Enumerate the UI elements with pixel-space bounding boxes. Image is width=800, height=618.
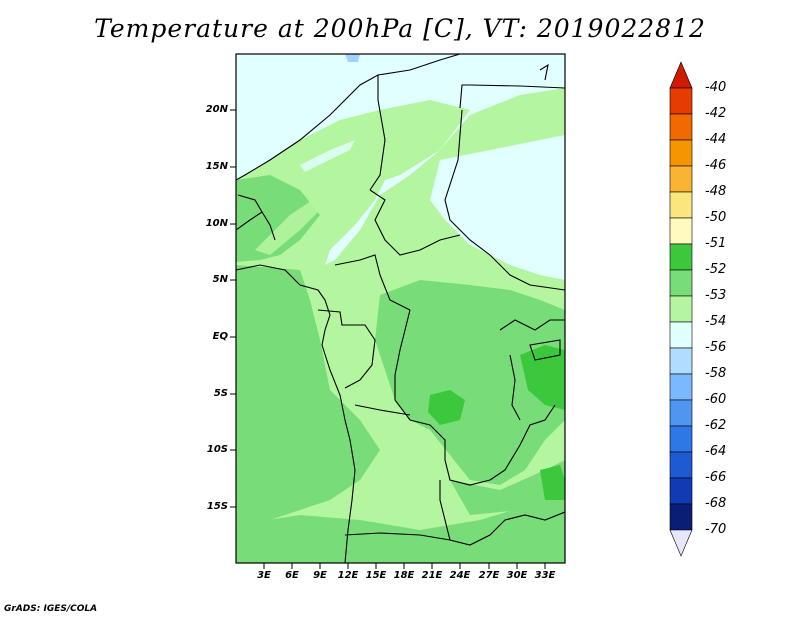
lat-label: 10S — [206, 444, 228, 455]
credit-text: GrADS: IGES/COLA — [4, 604, 98, 614]
field-minus-51-east — [520, 345, 565, 410]
lon-label: 24E — [449, 570, 471, 581]
colorbar-swatch — [669, 243, 693, 271]
colorbar-bottom-arrow — [669, 529, 693, 557]
colorbar-label: -46 — [705, 158, 727, 173]
colorbar-swatch — [669, 295, 693, 323]
lat-label: 5N — [212, 274, 228, 285]
colorbar-label: -64 — [705, 444, 727, 459]
colorbar-label: -44 — [705, 132, 727, 147]
map-title: Temperature at 200hPa [C], VT: 201902281… — [94, 14, 706, 43]
colorbar-swatch — [669, 139, 693, 167]
colorbar-label: -51 — [705, 236, 727, 251]
lon-label: 12E — [337, 570, 359, 581]
lat-label: 20N — [205, 104, 228, 115]
colorbar-label: -53 — [705, 288, 727, 303]
colorbar-label: -52 — [705, 262, 727, 277]
lon-label: 18E — [393, 570, 415, 581]
field-minus-51-center — [428, 390, 465, 425]
lon-label: 9E — [313, 570, 327, 581]
colorbar-swatch — [669, 347, 693, 375]
field-streak — [300, 140, 355, 172]
colorbar-swatch — [669, 373, 693, 401]
colorbar-swatch — [669, 321, 693, 349]
lon-ticks — [263, 563, 546, 569]
lon-label: 33E — [534, 570, 556, 581]
colorbar-swatch — [669, 477, 693, 505]
colorbar-label: -40 — [705, 80, 727, 95]
colorbar-swatch — [669, 217, 693, 245]
field-minus-52-west — [236, 265, 380, 525]
lon-label: 15E — [365, 570, 387, 581]
colorbar-swatch — [669, 269, 693, 297]
colorbar-swatch — [669, 503, 693, 531]
field-minus-51-south — [540, 465, 565, 500]
colorbar-label: -48 — [705, 184, 727, 199]
lon-label: 30E — [506, 570, 528, 581]
colorbar-label: -70 — [705, 522, 727, 537]
lon-label: 6E — [285, 570, 299, 581]
lon-label: 27E — [478, 570, 500, 581]
lat-label: 10N — [205, 218, 228, 229]
colorbar-label: -50 — [705, 210, 727, 225]
field-minus-52-se — [450, 460, 565, 515]
lon-label: 3E — [257, 570, 271, 581]
map-frame — [235, 53, 566, 564]
lat-label: EQ — [212, 331, 228, 342]
colorbar-label: -66 — [705, 470, 727, 485]
field-minus-52-nw — [236, 175, 320, 262]
lake-victoria — [345, 54, 360, 62]
colorbar-swatch — [669, 399, 693, 427]
colorbar-top-arrow — [669, 61, 693, 89]
lat-label: 15N — [205, 161, 228, 172]
colorbar-label: -56 — [705, 340, 727, 355]
colorbar-label: -60 — [705, 392, 727, 407]
colorbar-label: -68 — [705, 496, 727, 511]
colorbar — [669, 61, 693, 557]
coastlines-and-borders — [236, 54, 565, 563]
field-minus-52-south — [236, 500, 565, 563]
lat-label: 5S — [213, 388, 228, 399]
colorbar-label: -62 — [705, 418, 727, 433]
colorbar-swatch — [669, 451, 693, 479]
colorbar-swatch — [669, 191, 693, 219]
lat-ticks — [230, 109, 236, 508]
colorbar-label: -58 — [705, 366, 727, 381]
colorbar-label: -54 — [705, 314, 727, 329]
colorbar-swatch — [669, 425, 693, 453]
field-streak — [255, 180, 340, 255]
colorbar-swatch — [669, 165, 693, 193]
colorbar-swatch — [669, 87, 693, 115]
field-minus-52-central — [375, 280, 565, 485]
map-panel — [236, 54, 565, 563]
colorbar-swatch — [669, 113, 693, 141]
colorbar-label: -42 — [705, 106, 727, 121]
lat-label: 15S — [206, 501, 228, 512]
lon-label: 21E — [421, 570, 443, 581]
field-minus-53-patch — [470, 100, 565, 140]
field-minus-54-east — [430, 135, 565, 280]
